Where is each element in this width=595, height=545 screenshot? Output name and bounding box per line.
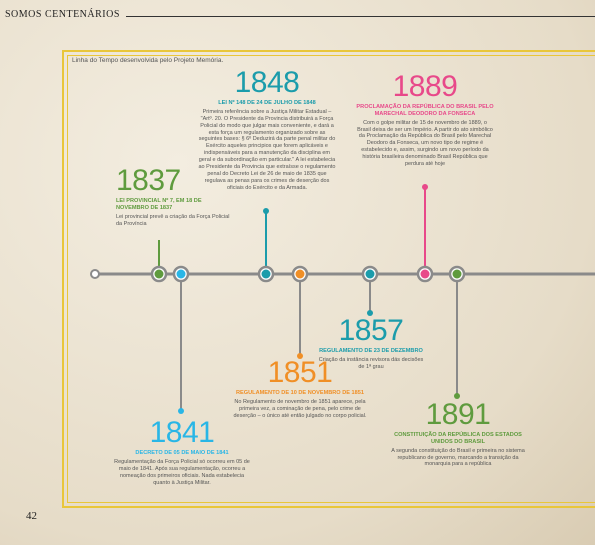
event-title: CONSTITUIÇÃO DA REPÚBLICA DOS ESTADOS UN… [394, 432, 522, 445]
connector-dot-1889 [422, 184, 428, 190]
timeline-start-marker [90, 269, 100, 279]
event-year: 1891 [425, 398, 491, 431]
event-body: Lei provincial prevê a criação da Força … [116, 213, 230, 227]
node-1857 [361, 265, 379, 283]
event-1841: 1841 DECRETO DE 05 DE MAIO DE 1841 Regul… [112, 418, 252, 486]
page-frame-outer [62, 50, 595, 508]
node-1848 [257, 265, 275, 283]
event-title: PROCLAMAÇÃO DA REPÚBLICA DO BRASIL PELO … [356, 104, 494, 117]
event-body: A segunda constituição do Brasil e prime… [391, 447, 525, 468]
event-title: REGULAMENTO DE 23 DE DEZEMBRO [319, 348, 423, 354]
node-1851 [291, 265, 309, 283]
header-title: SOMOS CENTENÁRIOS [5, 9, 120, 20]
event-year: 1848 [234, 66, 300, 99]
event-title: DECRETO DE 05 DE MAIO DE 1841 [135, 450, 229, 456]
node-1837 [150, 265, 168, 283]
node-1841 [172, 265, 190, 283]
event-body: Com o golpe militar de 15 de novembro de… [357, 119, 493, 168]
event-body: No Regulamento de novembro de 1851 apare… [233, 398, 367, 419]
event-year: 1889 [392, 70, 458, 103]
page-frame-inner [67, 55, 595, 503]
event-1851: 1851 REGULAMENTO DE 10 DE NOVEMBRO DE 18… [232, 358, 368, 420]
page-number: 42 [26, 510, 37, 522]
node-1889 [416, 265, 434, 283]
node-1891 [448, 265, 466, 283]
event-title: REGULAMENTO DE 10 DE NOVEMBRO DE 1851 [236, 390, 364, 396]
event-year: 1857 [338, 314, 404, 347]
event-year: 1851 [267, 356, 333, 389]
header-rule [126, 16, 595, 17]
event-body: Regulamentação da Força Policial só ocor… [114, 458, 250, 486]
connector-dot-1841 [178, 408, 184, 414]
event-body: Criação da instância revisora dás decisõ… [318, 356, 424, 370]
connector-dot-1851 [297, 353, 303, 359]
event-1891: 1891 CONSTITUIÇÃO DA REPÚBLICA DOS ESTAD… [390, 400, 526, 468]
event-year: 1841 [149, 416, 215, 449]
event-title: LEI PROVINCIAL Nº 7, EM 18 DE NOVEMBRO D… [116, 198, 202, 211]
connector-dot-1891 [454, 393, 460, 399]
event-body: Primeira referência sobre a Justiça Mili… [198, 108, 336, 191]
event-1837: 1837 LEI PROVINCIAL Nº 7, EM 18 DE NOVEM… [116, 166, 230, 227]
connector-dot-1857 [367, 310, 373, 316]
event-1889: 1889 PROCLAMAÇÃO DA REPÚBLICA DO BRASIL … [356, 72, 494, 168]
connector-dot-1848 [263, 208, 269, 214]
timeline-subtitle: Linha do Tempo desenvolvida pelo Projeto… [72, 57, 224, 64]
event-1848: 1848 LEI Nº 148 DE 24 DE JULHO DE 1848 P… [198, 68, 336, 192]
event-1857: 1857 REGULAMENTO DE 23 DE DEZEMBRO Criaç… [316, 316, 426, 371]
event-title: LEI Nº 148 DE 24 DE JULHO DE 1848 [218, 100, 316, 106]
event-year: 1837 [116, 164, 181, 197]
